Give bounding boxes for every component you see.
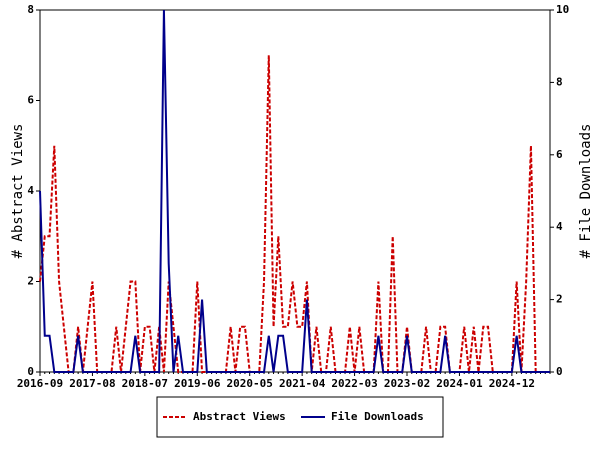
series-line bbox=[39, 55, 550, 373]
plot-frame bbox=[39, 9, 551, 373]
x-tick-label: 2022-03 bbox=[331, 377, 377, 390]
y2-tick-label: 4 bbox=[556, 220, 563, 233]
legend-box bbox=[156, 396, 444, 438]
x-tick-label: 2020-05 bbox=[227, 377, 273, 390]
legend-label: Abstract Views bbox=[193, 410, 286, 423]
y-tick-label: 4 bbox=[27, 184, 34, 197]
x-tick-label: 2017-08 bbox=[69, 377, 115, 390]
y2-tick-label: 0 bbox=[556, 365, 563, 378]
x-tick-label: 2019-06 bbox=[174, 377, 221, 390]
y2-tick-label: 8 bbox=[556, 75, 563, 88]
x-tick-label: 2018-07 bbox=[122, 377, 168, 390]
y-axis-title: # Abstract Views bbox=[10, 124, 26, 259]
y-tick-label: 0 bbox=[27, 365, 34, 378]
legend-label: File Downloads bbox=[331, 410, 424, 423]
x-tick-label: 2023-02 bbox=[384, 377, 430, 390]
x-tick-label: 2021-04 bbox=[279, 377, 326, 390]
y-tick-label: 6 bbox=[27, 94, 34, 107]
y-tick-label: 8 bbox=[27, 3, 34, 16]
series-line bbox=[39, 9, 550, 373]
y2-tick-label: 2 bbox=[556, 293, 563, 306]
y2-tick-label: 10 bbox=[556, 3, 569, 16]
x-tick-label: 2024-12 bbox=[489, 377, 535, 390]
y2-tick-label: 6 bbox=[556, 148, 563, 161]
y2-axis-title: # File Downloads bbox=[578, 124, 594, 259]
x-tick-label: 2024-01 bbox=[436, 377, 483, 390]
x-tick-label: 2016-09 bbox=[17, 377, 63, 390]
y-tick-label: 2 bbox=[27, 275, 34, 288]
